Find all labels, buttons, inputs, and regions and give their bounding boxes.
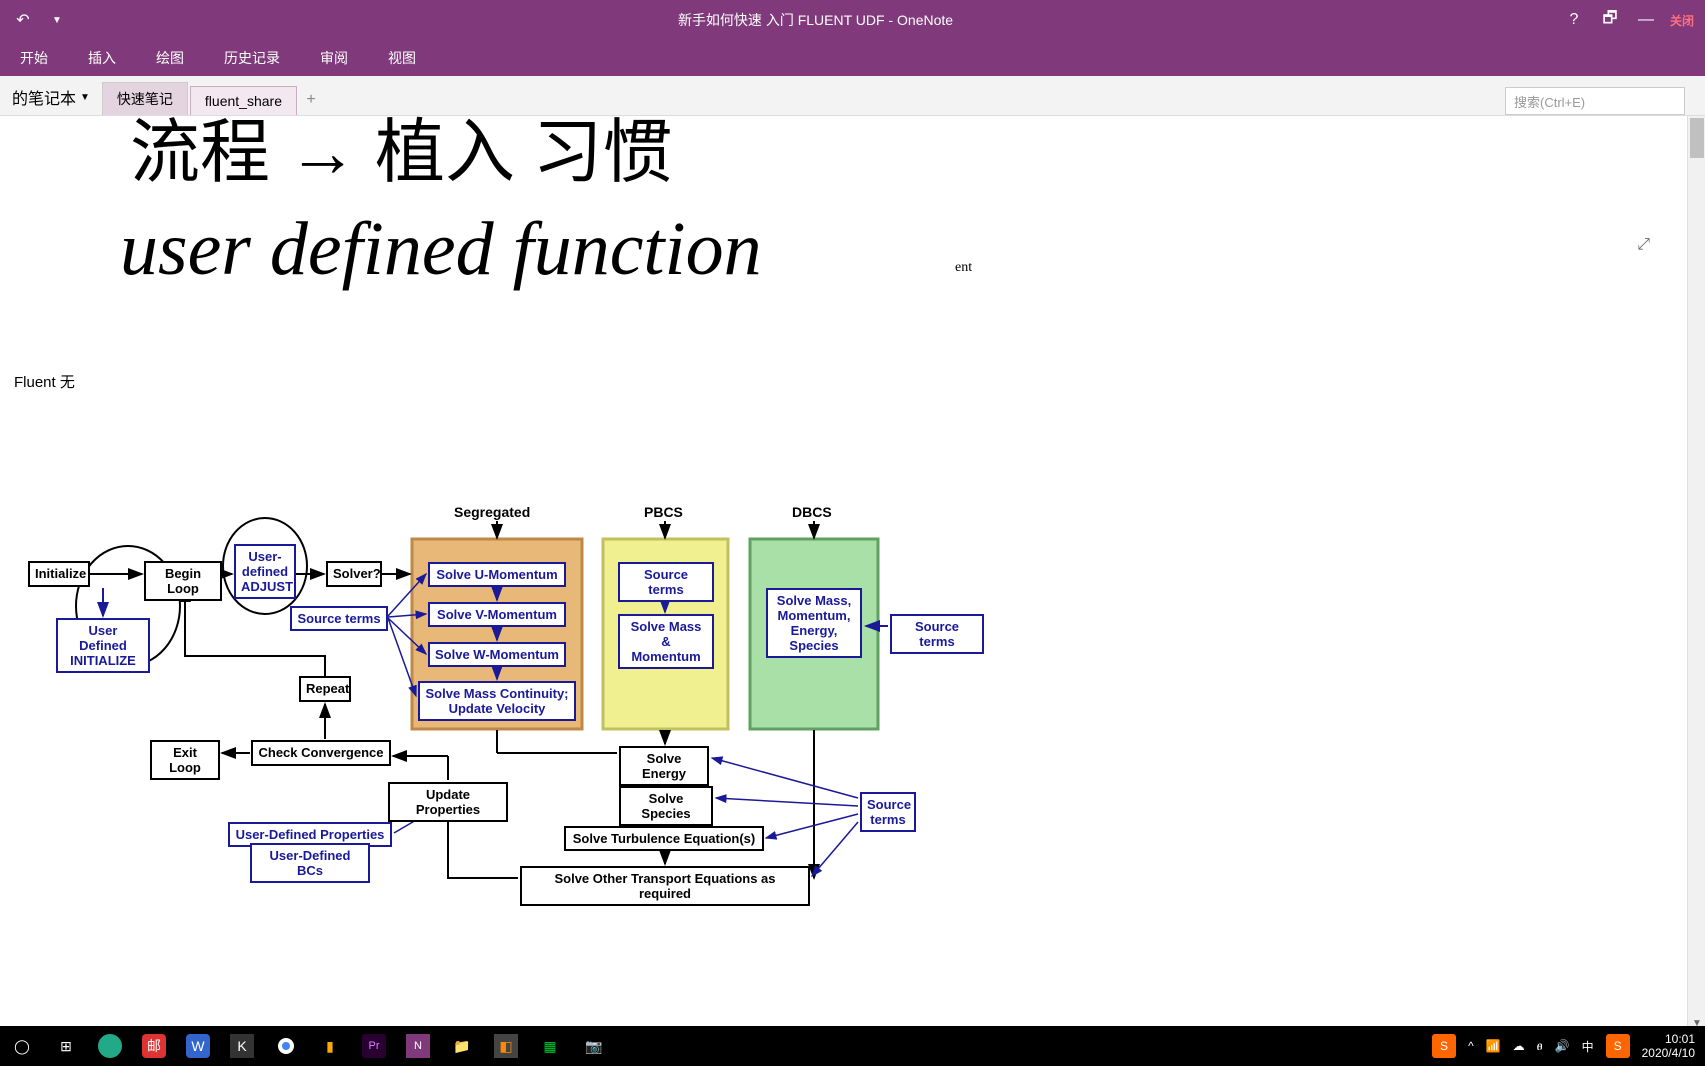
onenote-icon[interactable]: N <box>406 1034 430 1058</box>
scroll-thumb[interactable] <box>1690 118 1704 158</box>
app-icon-folder1[interactable]: ▮ <box>318 1034 342 1058</box>
titlebar-right: ? 🗗 — 关闭 <box>1561 7 1695 33</box>
ribbon-tab-draw[interactable]: 绘图 <box>156 48 184 68</box>
fullscreen-icon[interactable]: ⤢ <box>1637 236 1650 254</box>
taskbar: ◯ ⊞ 邮 W K ▮ Pr N 📁 ◧ ▦ 📷 S ^ 📶 ☁ ፀ 🔊 中 S… <box>0 1026 1705 1066</box>
header-pbcs: PBCS <box>644 504 683 520</box>
flowchart-box-source1: Source terms <box>290 606 388 631</box>
handwriting-top: 流程 → 植入 习惯 <box>130 116 673 197</box>
app-icon-w[interactable]: W <box>186 1034 210 1058</box>
system-tray: S ^ 📶 ☁ ፀ 🔊 中 S 10:01 2020/4/10 <box>1432 1032 1695 1061</box>
section-tab-quicknotes[interactable]: 快速笔记 <box>102 82 188 115</box>
add-section-button[interactable]: + <box>299 91 323 115</box>
help-button[interactable]: ? <box>1561 7 1587 33</box>
flowchart-box-src_bottom: Source terms <box>860 792 916 832</box>
titlebar-left: ↶ ▼ <box>10 7 70 33</box>
bluetooth-icon[interactable]: ፀ <box>1537 1039 1543 1054</box>
small-text-ent: ent <box>955 260 972 276</box>
tray-chevron-icon[interactable]: ^ <box>1468 1039 1474 1053</box>
flowchart-box-solver: Solver? <box>326 561 382 587</box>
chevron-down-icon: ▼ <box>80 92 90 103</box>
flowchart-box-smc: Solve Mass Continuity; Update Velocity <box>418 681 576 721</box>
flowchart-box-pbcs_mass: Solve Mass & Momentum <box>618 614 714 669</box>
volume-icon[interactable]: 🔊 <box>1555 1039 1570 1053</box>
app-icon-k[interactable]: K <box>230 1034 254 1058</box>
ribbon-tab-history[interactable]: 历史记录 <box>224 48 280 68</box>
vertical-scrollbar[interactable]: ▲ ▼ <box>1687 116 1705 1036</box>
title-bar: ↶ ▼ 新手如何快速 入门 FLUENT UDF - OneNote ? 🗗 —… <box>0 0 1705 40</box>
clock[interactable]: 10:01 2020/4/10 <box>1642 1032 1695 1061</box>
header-segregated: Segregated <box>454 504 530 520</box>
ribbon-tab-home[interactable]: 开始 <box>20 48 48 68</box>
search-placeholder: 搜索(Ctrl+E) <box>1514 92 1585 111</box>
flowchart-box-pbcs_src: Source terms <box>618 562 714 602</box>
flowchart-box-user_init: User Defined INITIALIZE <box>56 618 150 673</box>
task-view-icon[interactable]: ⊞ <box>54 1034 78 1058</box>
notebook-label: 的笔记本 <box>12 85 76 109</box>
cloud-icon[interactable]: ☁ <box>1513 1039 1525 1053</box>
app-icon-green[interactable]: ▦ <box>538 1034 562 1058</box>
premiere-icon[interactable]: Pr <box>362 1034 386 1058</box>
chrome-icon[interactable] <box>274 1034 298 1058</box>
window-title: 新手如何快速 入门 FLUENT UDF - OneNote <box>678 10 953 30</box>
search-input[interactable]: 搜索(Ctrl+E) <box>1505 87 1685 115</box>
header-dbcs: DBCS <box>792 504 832 520</box>
explorer-icon[interactable]: 📁 <box>450 1034 474 1058</box>
flowchart-box-update_prop: Update Properties <box>388 782 508 822</box>
flowchart-box-dbcs_main: Solve Mass, Momentum, Energy, Species <box>766 588 862 658</box>
flowchart-box-solve_other: Solve Other Transport Equations as requi… <box>520 866 810 906</box>
flowchart-box-solve_energy: Solve Energy <box>619 746 709 786</box>
flowchart-box-exit_loop: Exit Loop <box>150 740 220 780</box>
ribbon-tab-insert[interactable]: 插入 <box>88 48 116 68</box>
flowchart-box-begin_loop: Begin Loop <box>144 561 222 601</box>
flowchart-box-repeat: Repeat <box>299 676 351 702</box>
minimize-button[interactable]: — <box>1633 7 1659 33</box>
notebook-dropdown[interactable]: 的笔记本 ▼ <box>0 85 102 115</box>
clock-time: 10:01 <box>1642 1032 1695 1046</box>
wifi-icon[interactable]: 📶 <box>1486 1039 1501 1053</box>
app-icon-cam[interactable]: 📷 <box>582 1034 606 1058</box>
ribbon-tab-view[interactable]: 视图 <box>388 48 416 68</box>
section-tab-area: 的笔记本 ▼ 快速笔记 fluent_share + 搜索(Ctrl+E) <box>0 76 1705 116</box>
flowchart-box-ud_bcs: User-Defined BCs <box>250 843 370 883</box>
flowchart-box-sw: Solve W-Momentum <box>428 642 566 667</box>
back-button[interactable]: ↶ <box>10 7 36 33</box>
sublime-icon[interactable]: ◧ <box>494 1034 518 1058</box>
start-icon[interactable]: ◯ <box>10 1034 34 1058</box>
ribbon-tab-review[interactable]: 审阅 <box>320 48 348 68</box>
page-canvas[interactable]: ⤢ 流程 → 植入 习惯 user defined function ent F… <box>0 116 1680 1036</box>
flowchart-box-user_adjust: User- defined ADJUST <box>234 544 296 599</box>
ribbon: 开始 插入 绘图 历史记录 审阅 视图 <box>0 40 1705 76</box>
sogou-icon-2[interactable]: S <box>1606 1034 1630 1058</box>
app-icon-mail[interactable]: 邮 <box>142 1034 166 1058</box>
flowchart-box-solve_turb: Solve Turbulence Equation(s) <box>564 826 764 851</box>
sogou-icon[interactable]: S <box>1432 1034 1456 1058</box>
flowchart-box-su: Solve U-Momentum <box>428 562 566 587</box>
app-icon-1[interactable] <box>98 1034 122 1058</box>
close-button[interactable]: 关闭 <box>1669 7 1695 33</box>
section-tab-fluent-share[interactable]: fluent_share <box>190 86 297 115</box>
flowchart-box-initialize: Initialize <box>28 561 90 587</box>
flowchart-box-solve_species: Solve Species <box>619 786 713 826</box>
flowchart-box-check_conv: Check Convergence <box>251 740 391 766</box>
handwriting-main: user defined function <box>120 206 762 293</box>
ime-indicator[interactable]: 中 <box>1582 1038 1594 1055</box>
undo-dropdown[interactable]: ▼ <box>44 7 70 33</box>
flowchart-box-sv: Solve V-Momentum <box>428 602 566 627</box>
flowchart-box-dbcs_src: Source terms <box>890 614 984 654</box>
body-text: Fluent 无 <box>14 371 75 392</box>
clock-date: 2020/4/10 <box>1642 1046 1695 1060</box>
ribbon-options-button[interactable]: 🗗 <box>1597 7 1623 33</box>
flowchart: < line /> Segregated PBCS DBCS Initializ… <box>10 396 1010 896</box>
